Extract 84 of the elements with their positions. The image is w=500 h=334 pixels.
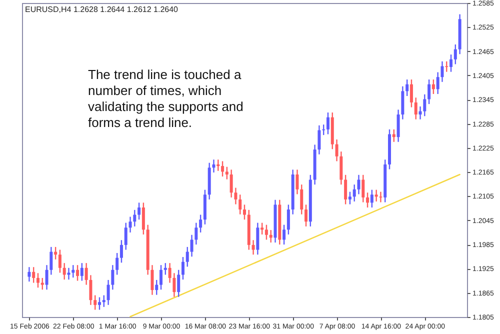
candlestick <box>392 128 396 142</box>
candlestick <box>133 209 136 228</box>
candlestick <box>142 202 145 236</box>
candlestick <box>370 189 374 208</box>
candlestick <box>177 269 180 298</box>
candlestick <box>45 264 48 290</box>
candlestick <box>190 234 194 258</box>
candlestick <box>428 78 431 105</box>
candlestick <box>106 279 110 306</box>
candlestick <box>186 246 189 268</box>
candlestick <box>58 249 62 274</box>
candlestick <box>286 204 290 236</box>
candlestick <box>150 264 154 296</box>
candlestick <box>84 262 88 286</box>
candlestick <box>357 174 360 195</box>
candlestick <box>80 262 84 282</box>
candlestick <box>168 262 172 284</box>
candlestick <box>212 158 216 174</box>
candlestick <box>67 267 70 280</box>
candlestick <box>260 222 264 236</box>
candlestick <box>436 72 440 95</box>
candlestick <box>352 184 356 202</box>
candlestick <box>94 294 97 310</box>
candlestick <box>418 106 422 120</box>
candlestick <box>264 224 268 240</box>
candlestick <box>116 252 119 276</box>
candlestick <box>225 166 228 180</box>
candlestick <box>124 222 128 250</box>
candlestick <box>362 174 365 203</box>
candlestick <box>406 78 409 97</box>
candlestick <box>128 216 132 234</box>
candlestick <box>256 222 260 256</box>
candlestick <box>243 204 246 220</box>
candlestick <box>238 194 242 215</box>
candlestick <box>120 240 123 264</box>
candlestick <box>89 274 92 306</box>
candlestick <box>28 266 31 282</box>
candlestick <box>36 272 40 288</box>
candlestick <box>155 279 158 296</box>
candlestick <box>216 158 220 172</box>
candlestick <box>160 264 163 290</box>
candlestick <box>76 264 80 282</box>
candlestick <box>138 202 141 220</box>
candlestick <box>234 187 238 205</box>
candlestick <box>282 224 286 246</box>
candlestick <box>340 150 343 186</box>
candlestick <box>423 94 426 117</box>
candlestick <box>304 204 308 228</box>
candlestick <box>50 246 53 276</box>
candlestick <box>445 60 448 72</box>
candlestick <box>230 169 233 198</box>
candlestick <box>181 256 184 280</box>
candlestick <box>450 54 453 72</box>
candlestick <box>194 222 198 246</box>
candlestick <box>432 78 435 95</box>
candlestick <box>374 189 378 202</box>
candlestick <box>410 78 413 108</box>
candlestick <box>326 112 330 135</box>
candlestick <box>172 272 176 298</box>
candlestick <box>335 138 338 162</box>
candlestick <box>40 277 44 290</box>
candlestick <box>32 266 36 284</box>
candlestick <box>221 160 224 178</box>
candlestick <box>199 214 202 234</box>
chart-title: EURUSD,H4 1.2628 1.2644 1.2612 1.2640 <box>25 5 179 14</box>
candlestick <box>414 97 418 120</box>
candlestick <box>348 191 352 205</box>
candlestick <box>98 296 101 310</box>
candlestick <box>102 294 106 308</box>
candlestick <box>252 240 255 256</box>
candlestick <box>366 192 370 208</box>
candlestick <box>318 124 321 155</box>
candlestick <box>396 109 400 142</box>
candlestick <box>300 184 304 215</box>
candlestick <box>296 169 299 195</box>
candlestick <box>454 44 457 65</box>
candlestick <box>440 60 444 83</box>
candlestick <box>379 191 382 203</box>
candlestick <box>111 264 114 290</box>
candlestick <box>344 174 348 205</box>
candlestick <box>164 262 167 276</box>
annotation: The trend line is touched a number of times, which validating the supports and forms a trend line. <box>88 67 244 130</box>
candlestick <box>62 262 66 280</box>
candlestick <box>401 86 404 120</box>
